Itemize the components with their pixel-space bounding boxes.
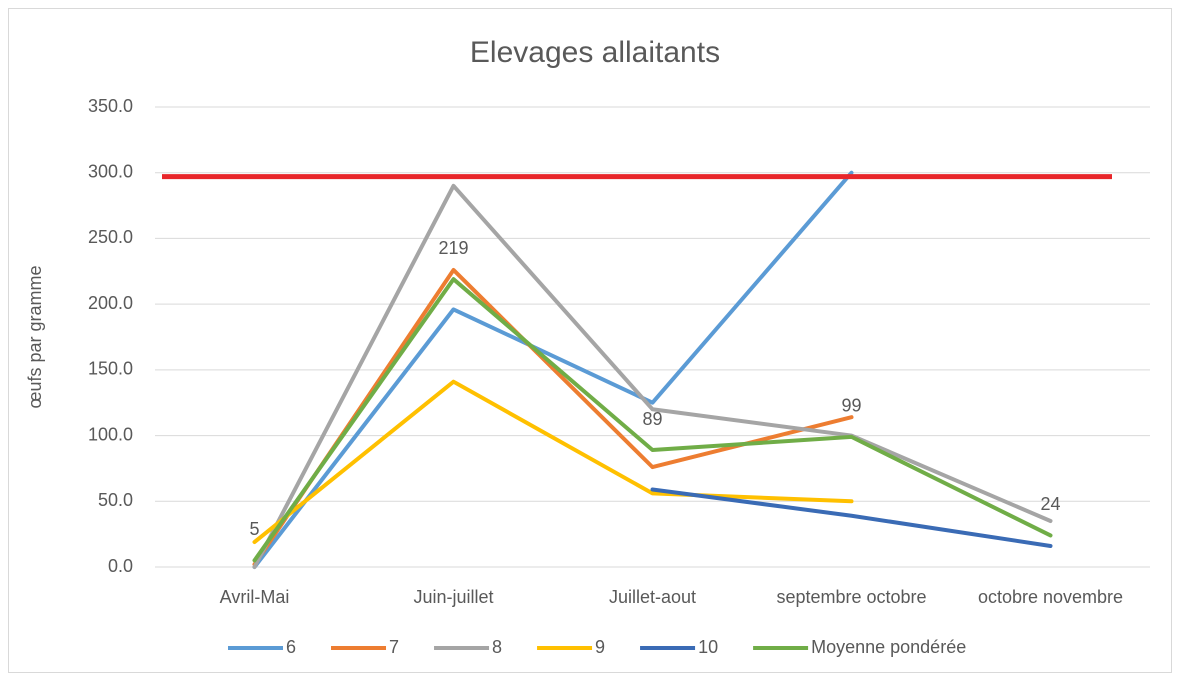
series-line (252, 183, 1053, 569)
chart-title: Elevages allaitants (470, 36, 720, 69)
y-tick-label: 0.0 (108, 556, 133, 576)
legend-label: Moyenne pondérée (811, 637, 966, 657)
series-line (252, 379, 854, 545)
legend-label: 6 (286, 637, 296, 657)
x-tick-label: Juillet-aout (609, 587, 696, 607)
y-tick-label: 300.0 (88, 161, 133, 181)
x-tick-label: septembre octobre (776, 587, 926, 607)
data-label: 219 (438, 238, 468, 258)
legend-label: 9 (595, 637, 605, 657)
y-tick-label: 350.0 (88, 96, 133, 116)
x-tick-label: octobre novembre (978, 587, 1123, 607)
y-tick-label: 250.0 (88, 227, 133, 247)
x-tick-label: Avril-Mai (220, 587, 290, 607)
y-tick-label: 200.0 (88, 293, 133, 313)
data-label: 89 (642, 409, 662, 429)
y-tick-label: 150.0 (88, 359, 133, 379)
y-axis-label: œufs par gramme (25, 265, 45, 408)
legend-label: 8 (492, 637, 502, 657)
data-label: 99 (841, 396, 861, 416)
series-line (252, 277, 1053, 563)
data-label: 5 (249, 519, 259, 539)
data-label: 24 (1040, 494, 1060, 514)
y-tick-label: 100.0 (88, 424, 133, 444)
y-tick-label: 50.0 (98, 490, 133, 510)
series-line (252, 170, 854, 569)
legend-label: 10 (698, 637, 718, 657)
legend-label: 7 (389, 637, 399, 657)
x-tick-label: Juin-juillet (413, 587, 493, 607)
series-line (650, 487, 1053, 548)
